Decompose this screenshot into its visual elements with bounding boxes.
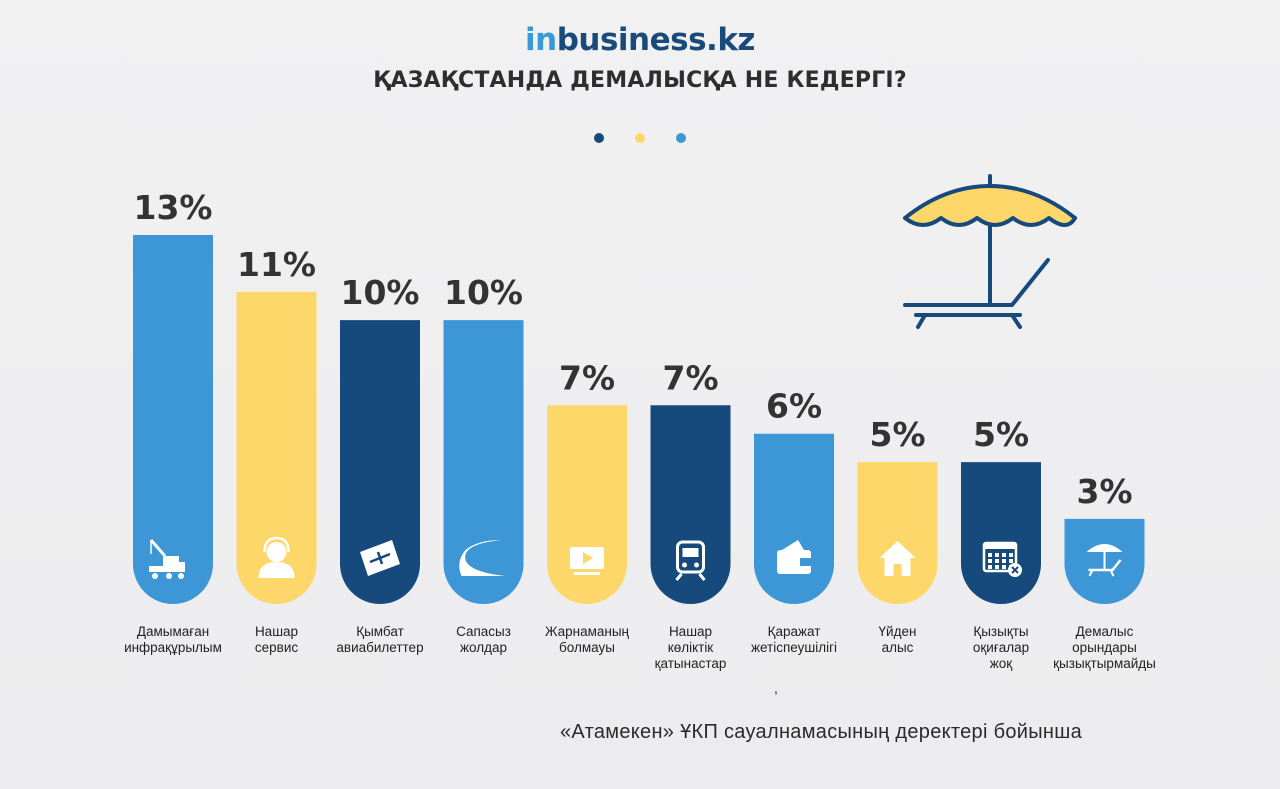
value-label: 13% [134, 188, 213, 227]
bar [340, 320, 420, 604]
category-label: Нашар сервис [202, 624, 352, 656]
train-icon [675, 540, 706, 581]
category-label: Демалыс орындары қызықтырмайды [1030, 624, 1180, 672]
value-label: 7% [559, 358, 615, 397]
road-icon [459, 540, 506, 576]
calendar-cancel-icon [982, 541, 1022, 577]
beach-lounger-icon [903, 174, 1077, 329]
category-label-line: Жарнаманың [545, 624, 629, 639]
category-label-line: Сапасыз [456, 624, 511, 639]
value-label: 3% [1076, 472, 1132, 511]
page-title: ҚАЗАҚСТАНДА ДЕМАЛЫСҚА НЕ КЕДЕРГІ? [373, 68, 907, 93]
category-label-line: авиабилеттер [336, 640, 424, 655]
value-label: 10% [444, 273, 523, 312]
category-label-line: Қызықты [973, 624, 1029, 639]
category-label-line: Нашар [254, 624, 299, 639]
category-label-line: Үйден [878, 624, 917, 639]
category-label: Сапасыз жолдар [409, 624, 559, 656]
category-label-line: Демалыс [1075, 624, 1134, 639]
value-label: 5% [973, 415, 1029, 454]
house-icon [879, 541, 916, 576]
category-label-line: көліктік [667, 640, 714, 655]
bar [133, 235, 213, 604]
category-label: Қаражат жетіспеушілігі [719, 624, 869, 656]
crane-icon [149, 539, 185, 579]
plane-ticket-icon [360, 540, 400, 576]
category-label-line: қызықтырмайды [1053, 656, 1156, 671]
logo-rest: business.kz [556, 22, 756, 58]
category-label-line: орындары [1072, 640, 1137, 655]
bar [236, 291, 317, 604]
stray-mark: , [774, 680, 778, 696]
category-label: Қымбат авиабилеттер [305, 624, 455, 656]
source-note: «Атамекен» ҰКП сауалнамасының деректері … [560, 721, 1083, 743]
bar [961, 462, 1041, 604]
category-label: Үйден алыс [823, 624, 973, 656]
value-label: 11% [237, 245, 316, 284]
category-label-line: оқиғалар [972, 640, 1030, 655]
category-label-line: жетіспеушілігі [750, 640, 838, 655]
category-label-line: Нашар [668, 624, 713, 639]
category-label-line: Қаражат [767, 624, 821, 639]
category-label-line: жолдар [459, 640, 507, 655]
decor-dot-2 [635, 133, 645, 143]
category-label-line: қатынастар [654, 656, 727, 671]
category-label-line: Қымбат [356, 624, 404, 639]
category-label-line: Дамымаған [136, 624, 210, 639]
category-label: Қызықты оқиғалар жоқ [926, 624, 1076, 672]
category-label: Нашар көліктік қатынастар [616, 624, 766, 672]
bar [547, 405, 627, 604]
category-label-line: инфрақұрылым [124, 640, 222, 655]
video-ad-icon [570, 547, 604, 575]
support-agent-icon [258, 536, 295, 578]
value-label: 10% [341, 273, 420, 312]
bar [754, 433, 834, 604]
beach-umbrella-icon [1086, 544, 1123, 577]
decor-dot-3 [676, 133, 686, 143]
value-label: 6% [766, 387, 822, 426]
category-label: Дамымаған инфрақұрылым [98, 624, 248, 656]
decor-dot-1 [594, 133, 604, 143]
category-label: Жарнаманың болмауы [512, 624, 662, 656]
bar [857, 462, 938, 604]
category-label-line: болмауы [559, 640, 615, 655]
value-label: 5% [869, 415, 925, 454]
category-label-line: сервис [254, 640, 299, 655]
logo: inbusiness.kz [0, 20, 1280, 60]
category-label-line: алыс [881, 640, 914, 655]
wallet-icon [777, 540, 811, 574]
logo-prefix: in [525, 22, 557, 58]
bar [443, 320, 524, 604]
category-label-line: жоқ [989, 656, 1013, 671]
value-label: 7% [662, 358, 718, 397]
bar [650, 405, 731, 604]
